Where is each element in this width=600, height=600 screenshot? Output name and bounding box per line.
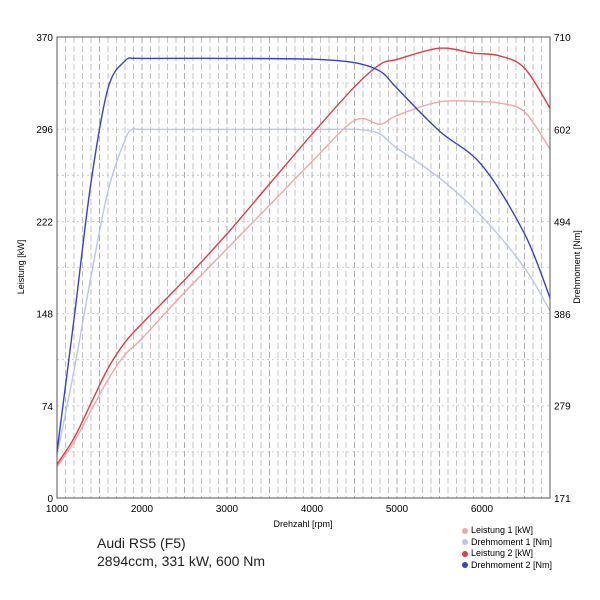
x-tick-label: 2000 xyxy=(131,504,154,515)
legend: Leistung 1 [kW] Drehmoment 1 [Nm] Leistu… xyxy=(462,525,552,571)
right-y-tick-label: 602 xyxy=(554,125,571,136)
legend-swatch xyxy=(462,562,468,569)
legend-item-leistung-2: Leistung 2 [kW] xyxy=(462,548,552,560)
left-y-tick-label: 296 xyxy=(36,125,53,136)
x-tick-label: 5000 xyxy=(386,504,409,515)
right-y-tick-label: 171 xyxy=(554,494,571,505)
left-y-tick-label: 222 xyxy=(36,217,53,228)
series-leistung-2-line xyxy=(56,47,551,465)
right-y-tick-label: 386 xyxy=(554,310,571,321)
legend-swatch xyxy=(462,527,468,534)
series-drehmoment-2-line xyxy=(56,57,551,452)
right-y-tick-labels: 171 279 386 494 602 710 xyxy=(554,33,571,505)
left-y-tick-label: 370 xyxy=(36,33,53,44)
left-y-tick-label: 74 xyxy=(42,402,54,413)
legend-swatch xyxy=(462,539,468,546)
plot-frame xyxy=(56,36,551,499)
x-tick-labels: 1000 2000 3000 4000 5000 6000 xyxy=(46,504,494,515)
x-axis-title: Drehzahl [rpm] xyxy=(273,519,332,529)
legend-swatch xyxy=(462,550,468,557)
x-tick-label: 3000 xyxy=(216,504,239,515)
series-layer xyxy=(56,47,551,468)
legend-label: Drehmoment 2 [Nm] xyxy=(471,559,553,570)
left-y-tick-labels: 0 74 148 222 296 370 xyxy=(36,33,53,505)
x-tick-label: 4000 xyxy=(301,504,324,515)
right-y-axis-title: Drehmoment [Nm] xyxy=(572,230,582,304)
legend-label: Drehmoment 1 [Nm] xyxy=(471,536,553,547)
chart-subtitle: 2894ccm, 331 kW, 600 Nm xyxy=(97,553,266,569)
left-y-tick-label: 0 xyxy=(47,494,53,505)
legend-label: Leistung 1 [kW] xyxy=(471,525,534,535)
right-y-tick-label: 710 xyxy=(554,33,571,44)
series-leistung-1-line xyxy=(56,100,551,468)
right-y-tick-label: 494 xyxy=(554,218,571,229)
left-y-axis-title: Leistung [kW] xyxy=(16,240,26,295)
left-y-tick-label: 148 xyxy=(36,310,53,321)
legend-label: Leistung 2 [kW] xyxy=(471,548,534,558)
legend-item-drehmoment-1: Drehmoment 1 [Nm] xyxy=(462,537,552,549)
legend-item-drehmoment-2: Drehmoment 2 [Nm] xyxy=(462,560,552,572)
x-tick-label: 1000 xyxy=(46,504,69,515)
x-tick-label: 6000 xyxy=(471,504,494,515)
legend-item-leistung-1: Leistung 1 [kW] xyxy=(462,525,552,537)
series-drehmoment-1-line xyxy=(56,127,551,456)
right-y-tick-label: 279 xyxy=(554,402,571,413)
chart-title: Audi RS5 (F5) xyxy=(97,535,186,551)
